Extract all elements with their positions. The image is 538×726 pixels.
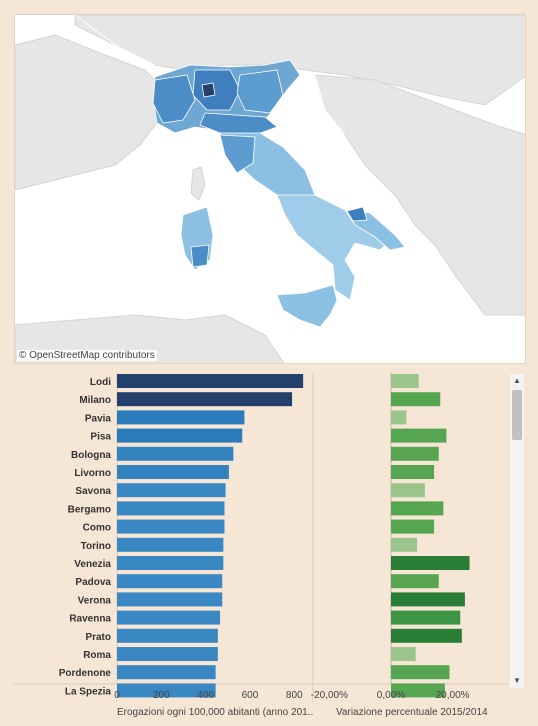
bar-erogazioni-10 (117, 556, 224, 570)
bar-erogazioni-5 (117, 465, 229, 479)
bar-variazione-10 (390, 556, 470, 570)
map-attribution[interactable]: © OpenStreetMap contributors (17, 350, 157, 361)
city-label: Verona (78, 595, 112, 606)
italy-piedmont (152, 74, 196, 124)
bar-variazione-1 (390, 392, 441, 407)
land-france (15, 34, 166, 191)
bar-erogazioni-4 (117, 446, 234, 461)
bar-erogazioni-7 (117, 501, 225, 516)
bar-variazione-8 (390, 519, 435, 534)
city-label: Milano (79, 395, 111, 406)
city-label: Pordenone (59, 668, 112, 679)
city-label: Ravenna (69, 614, 111, 625)
bar-erogazioni-6 (117, 483, 226, 498)
bar-variazione-0 (390, 374, 419, 388)
bar-erogazioni-13 (117, 610, 221, 625)
italy-sardinia-south (190, 244, 210, 268)
city-label: Bergamo (68, 504, 111, 515)
italy-veneto (236, 69, 284, 114)
bar-variazione-3 (390, 428, 447, 443)
city-label: Como (83, 523, 111, 534)
map-canvas (15, 15, 525, 363)
x-tick-label-erogazioni: 0 (114, 690, 120, 701)
bar-erogazioni-1 (117, 392, 293, 407)
x-tick-label-erogazioni: 400 (197, 690, 214, 701)
italy-sicily (276, 284, 338, 328)
city-label: Livorno (74, 468, 111, 479)
city-label: Pavia (85, 413, 112, 424)
city-label: La Spezia (65, 686, 112, 697)
bar-erogazioni-16 (117, 665, 216, 680)
bar-erogazioni-8 (117, 519, 225, 534)
scroll-up-icon[interactable]: ▲ (513, 376, 521, 385)
bar-variazione-2 (390, 410, 407, 425)
city-label: Bologna (71, 450, 111, 461)
bar-variazione-6 (390, 483, 425, 498)
x-tick-label-erogazioni: 600 (242, 690, 259, 701)
italy-milan (201, 82, 216, 98)
city-label: Pisa (90, 432, 111, 443)
land-balkans (314, 74, 525, 316)
city-label: Padova (75, 577, 111, 588)
x-tick-label-variazione: 20,00% (436, 690, 470, 701)
scroll-down-icon[interactable]: ▼ (513, 676, 521, 685)
city-label: Prato (85, 632, 111, 643)
bar-variazione-12 (390, 592, 465, 607)
city-label: Venezia (74, 559, 111, 570)
bar-variazione-16 (390, 665, 450, 680)
bar-erogazioni-17 (117, 683, 216, 698)
italy-gargano (346, 206, 368, 222)
x-tick-label-variazione: -20,00% (311, 690, 348, 701)
city-label: Torino (81, 541, 111, 552)
bar-erogazioni-2 (117, 410, 245, 425)
bar-erogazioni-14 (117, 628, 218, 643)
x-axis-title-variazione: Variazione percentuale 2015/2014 (336, 707, 488, 718)
x-tick-label-erogazioni: 200 (153, 690, 170, 701)
vertical-scrollbar[interactable]: ▲ ▼ (510, 374, 524, 688)
city-label: Savona (75, 486, 111, 497)
bar-variazione-14 (390, 628, 462, 643)
city-label: Lodi (90, 377, 111, 388)
x-axis-title-erogazioni: Erogazioni ogni 100,000 abitanti (anno 2… (117, 707, 314, 718)
bar-variazione-9 (390, 537, 418, 552)
bar-variazione-15 (390, 647, 416, 661)
bar-charts: Lodi Milano Pavia Pisa Bologna Livorno Savona B… (14, 372, 508, 702)
land-corsica (190, 166, 206, 201)
bar-variazione-13 (390, 610, 461, 625)
bar-erogazioni-0 (117, 374, 304, 388)
italy-tuscany (219, 134, 256, 174)
scroll-thumb[interactable] (512, 390, 522, 440)
city-label: Roma (83, 650, 111, 661)
chart-panel: Lodi Milano Pavia Pisa Bologna Livorno Savona B… (14, 372, 526, 726)
bar-variazione-4 (390, 446, 439, 461)
bar-erogazioni-3 (117, 428, 243, 443)
bar-variazione-11 (390, 574, 439, 589)
map-view[interactable]: © OpenStreetMap contributors (14, 14, 526, 364)
bar-erogazioni-9 (117, 537, 224, 552)
bar-erogazioni-15 (117, 647, 218, 661)
bar-variazione-5 (390, 465, 435, 479)
bar-erogazioni-12 (117, 592, 223, 607)
x-tick-label-erogazioni: 800 (286, 690, 303, 701)
bar-variazione-7 (390, 501, 444, 516)
bar-erogazioni-11 (117, 574, 223, 589)
bar-variazione-17 (390, 683, 445, 698)
x-tick-label-variazione: 0,00% (377, 690, 405, 701)
